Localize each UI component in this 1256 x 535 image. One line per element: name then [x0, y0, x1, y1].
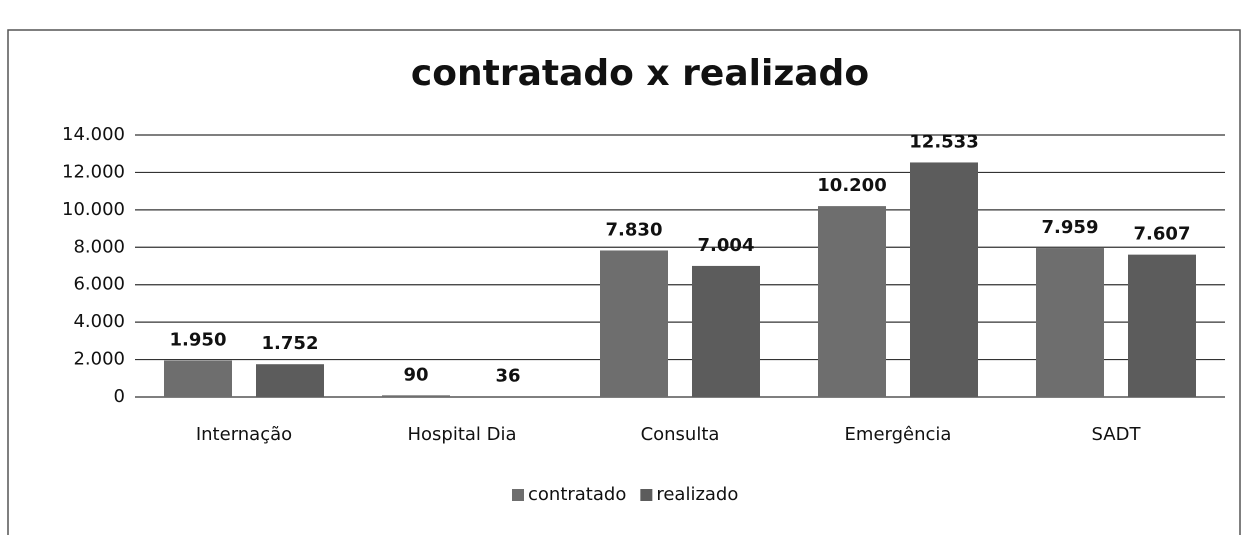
bar [910, 162, 978, 397]
bar [256, 364, 324, 397]
value-label: 7.607 [1134, 224, 1191, 245]
x-tick-label: SADT [1092, 424, 1142, 445]
value-label: 7.004 [698, 235, 755, 256]
x-tick-label: Emergência [845, 424, 952, 445]
y-tick-label: 10.000 [62, 199, 125, 220]
value-label: 7.959 [1042, 217, 1099, 238]
y-tick-label: 8.000 [73, 236, 125, 257]
y-tick-label: 6.000 [73, 274, 125, 295]
x-tick-label: Hospital Dia [407, 424, 516, 445]
bar [164, 360, 232, 397]
legend-swatch [512, 489, 524, 501]
value-label: 1.950 [170, 330, 227, 351]
bar [1128, 254, 1196, 397]
bar [692, 265, 760, 397]
value-label: 12.533 [909, 131, 978, 152]
y-tick-label: 12.000 [62, 161, 125, 182]
legend-label: contratado [528, 484, 626, 505]
bar [474, 396, 542, 397]
y-tick-label: 14.000 [62, 124, 125, 145]
y-tick-label: 0 [114, 386, 125, 407]
bar [1036, 248, 1104, 397]
x-tick-label: Internação [196, 424, 292, 445]
bar [818, 206, 886, 397]
value-label: 90 [403, 364, 428, 385]
y-tick-label: 4.000 [73, 311, 125, 332]
value-label: 36 [495, 365, 520, 386]
bar [382, 395, 450, 397]
legend-swatch [640, 489, 653, 501]
chart-title: contratado x realizado [411, 53, 869, 94]
value-label: 1.752 [262, 333, 319, 354]
legend-label: realizado [656, 484, 738, 505]
value-label: 7.830 [606, 219, 663, 240]
value-label: 10.200 [817, 175, 886, 196]
y-tick-label: 2.000 [73, 349, 125, 370]
bar [600, 250, 668, 397]
x-tick-label: Consulta [641, 424, 720, 445]
